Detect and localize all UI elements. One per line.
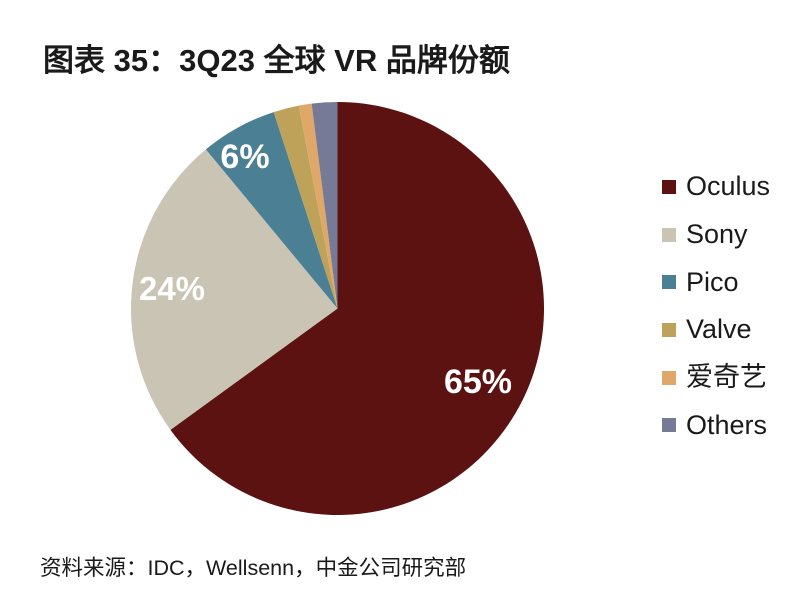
svg-text:65%: 65% [444,363,512,401]
svg-text:24%: 24% [139,270,205,307]
svg-text:6%: 6% [220,138,269,176]
